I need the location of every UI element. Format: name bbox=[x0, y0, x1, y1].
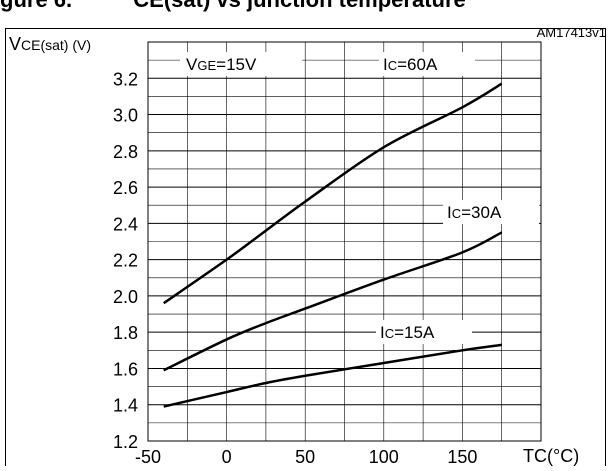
series-label: IC=15A bbox=[380, 323, 435, 342]
y-tick-label: 1.4 bbox=[113, 396, 138, 416]
plot-border bbox=[147, 41, 542, 442]
series-line bbox=[163, 231, 503, 372]
x-tick-label: 150 bbox=[447, 447, 477, 467]
y-tick-label: 2.8 bbox=[113, 142, 138, 162]
series-label-box bbox=[376, 320, 472, 344]
y-tick-label: 2.4 bbox=[113, 214, 138, 234]
x-axis-label: TC(°C) bbox=[523, 446, 579, 466]
y-tick-label: 3.2 bbox=[113, 69, 138, 89]
figure-caption: gure 6. CE(sat) vs junction temperature bbox=[0, 0, 614, 13]
x-tick-label: 0 bbox=[222, 447, 232, 467]
figure-caption-strip: gure 6. CE(sat) vs junction temperature bbox=[0, 0, 614, 28]
y-tick-label: 3.0 bbox=[113, 106, 138, 126]
y-tick-label: 1.8 bbox=[113, 323, 138, 343]
y-axis-label: VCE(sat) (V) bbox=[9, 34, 91, 54]
series-label-box bbox=[443, 200, 539, 224]
y-tick-labels: 1.2 1.4 1.6 1.8 2.0 2.2 2.4 2.6 2.8 3.0 3.2 bbox=[113, 69, 138, 452]
x-tick-label: 50 bbox=[295, 447, 315, 467]
series-line bbox=[163, 82, 503, 305]
series-label: IC=60A bbox=[383, 55, 438, 74]
series-label-box bbox=[379, 52, 475, 76]
x-tick-labels: -50 0 50 100 150 bbox=[135, 447, 477, 467]
x-tick-label: 100 bbox=[369, 447, 399, 467]
series-labels: IC=60A IC=30A IC=15A bbox=[376, 52, 539, 344]
series-label: IC=30A bbox=[447, 203, 502, 222]
series-lines bbox=[163, 82, 503, 408]
figure-frame bbox=[5, 28, 606, 466]
y-tick-label: 2.0 bbox=[113, 287, 138, 307]
figure-code: AM17413v1 bbox=[537, 25, 606, 40]
annotation-box bbox=[180, 52, 302, 76]
x-tick-label: -50 bbox=[135, 447, 161, 467]
y-tick-label: 2.2 bbox=[113, 251, 138, 271]
series-line bbox=[163, 343, 502, 408]
y-tick-label: 2.6 bbox=[113, 178, 138, 198]
y-tick-label: 1.6 bbox=[113, 359, 138, 379]
y-tick-label: 1.2 bbox=[113, 432, 138, 452]
grid bbox=[148, 42, 541, 441]
annotation-vge: VGE=15V bbox=[186, 55, 257, 74]
